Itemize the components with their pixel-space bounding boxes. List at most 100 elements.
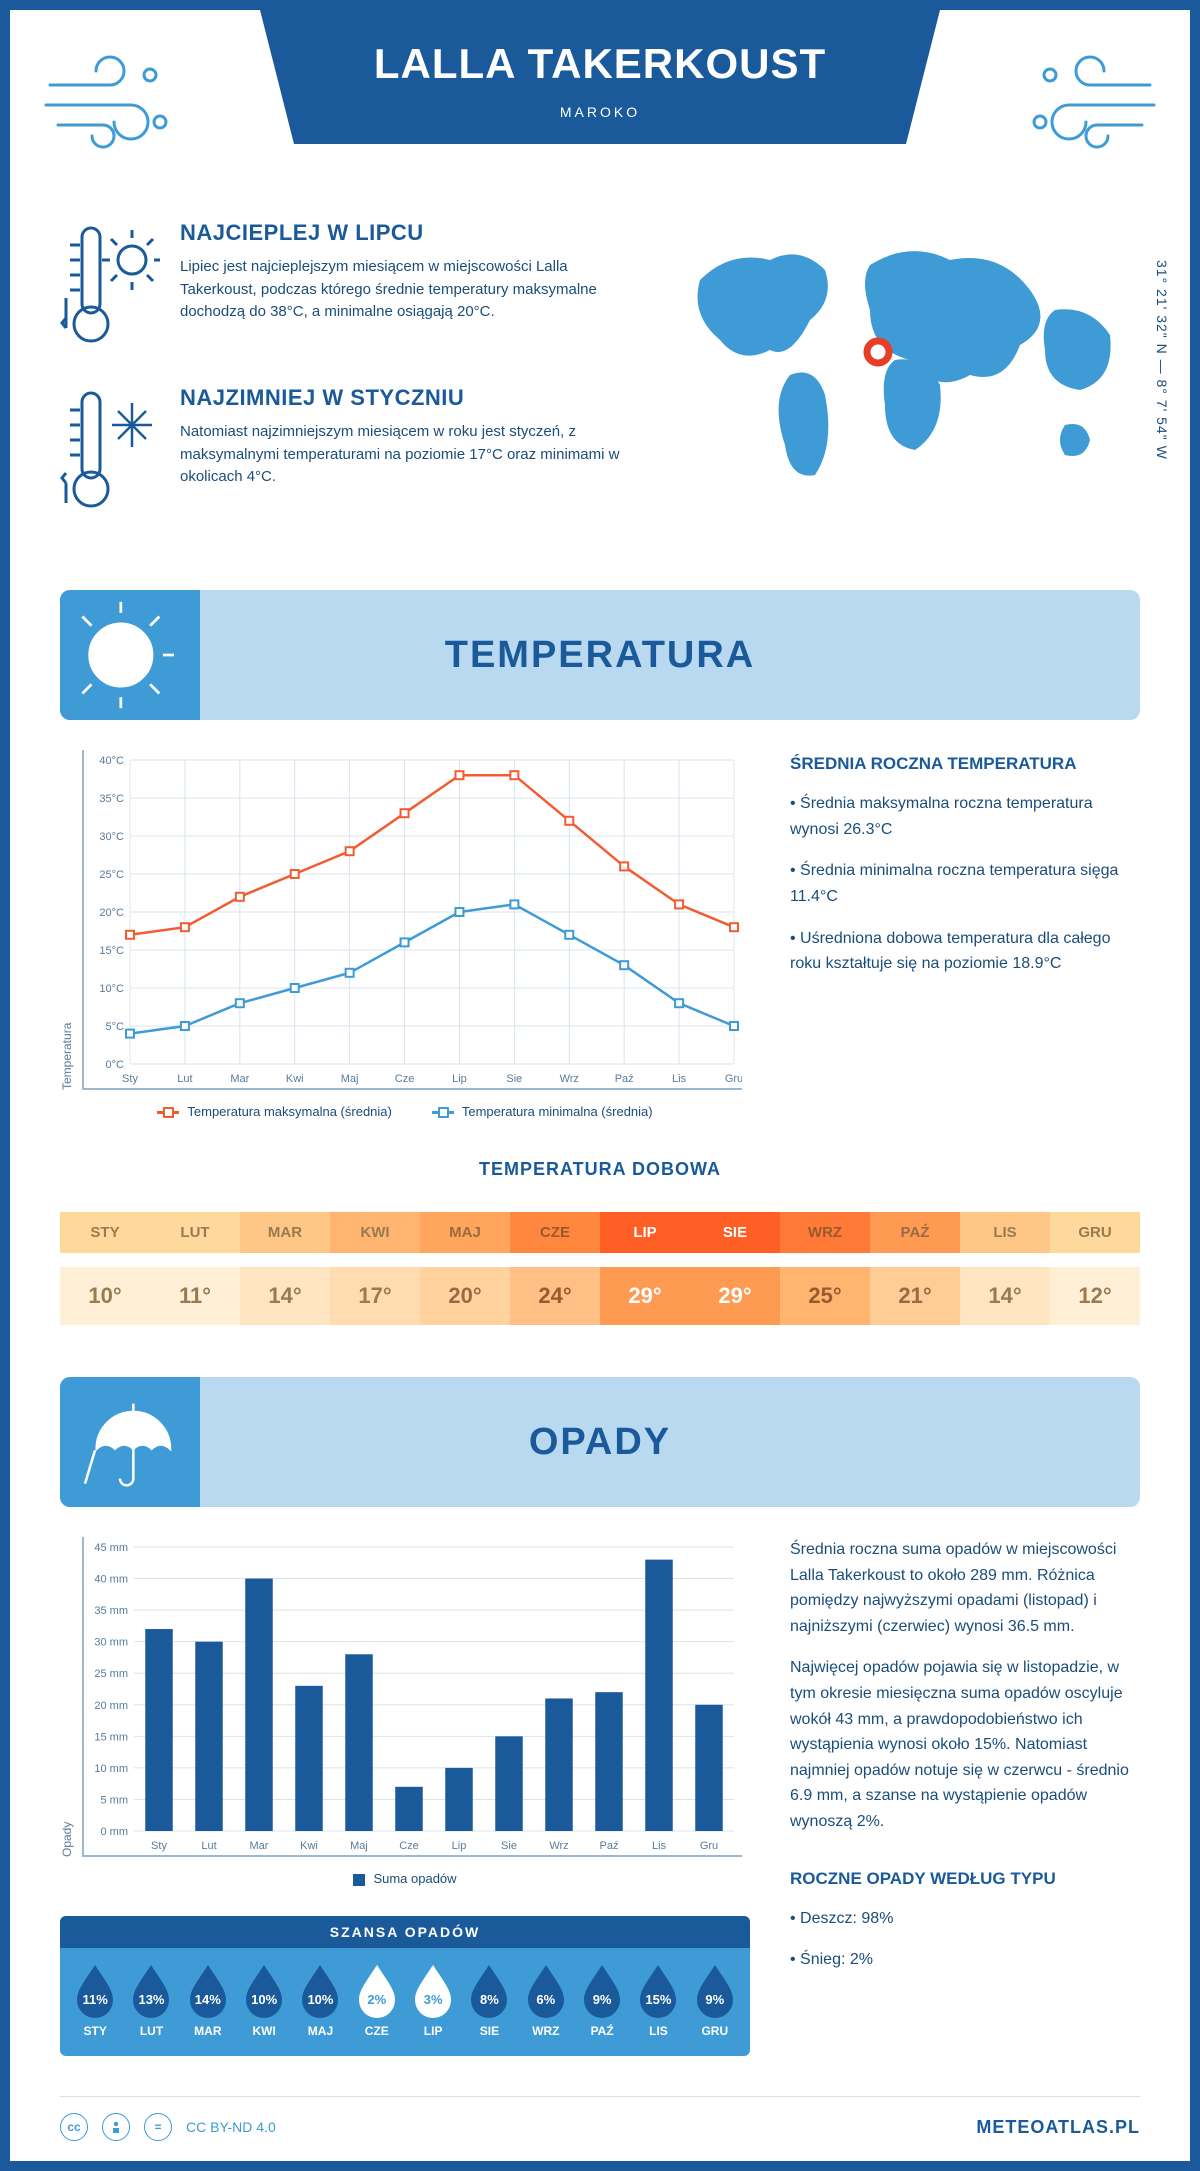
precip-chance-panel: SZANSA OPADÓW 11%STY13%LUT14%MAR10%KWI10… — [60, 1916, 750, 2056]
site-name: METEOATLAS.PL — [976, 2117, 1140, 2138]
svg-text:20°C: 20°C — [99, 907, 124, 919]
precip-chance-heading: SZANSA OPADÓW — [60, 1916, 750, 1948]
daily-temp-cell: CZE24° — [510, 1200, 600, 1337]
precipitation-bar-chart: Opady 0 mm5 mm10 mm15 mm20 mm25 mm30 mm3… — [60, 1537, 750, 2056]
daily-temp-grid: STY10°LUT11°MAR14°KWI17°MAJ20°CZE24°LIP2… — [60, 1200, 1140, 1337]
svg-text:Lut: Lut — [201, 1840, 216, 1852]
chance-cell: 15%LIS — [633, 1962, 683, 2038]
svg-text:20 mm: 20 mm — [94, 1700, 128, 1712]
svg-text:Mar: Mar — [230, 1073, 249, 1085]
page-title: LALLA TAKERKOUST — [280, 40, 920, 88]
svg-text:5 mm: 5 mm — [101, 1794, 129, 1806]
daily-temp-cell: KWI17° — [330, 1200, 420, 1337]
svg-text:Sie: Sie — [506, 1073, 522, 1085]
svg-text:35 mm: 35 mm — [94, 1605, 128, 1617]
chance-cell: 10%KWI — [239, 1962, 289, 2038]
svg-text:Maj: Maj — [341, 1073, 359, 1085]
precipitation-heading: OPADY — [529, 1421, 671, 1464]
chance-cell: 2%CZE — [352, 1962, 402, 2038]
svg-text:25°C: 25°C — [99, 869, 124, 881]
thermo-sun-icon — [60, 220, 160, 355]
page-footer: cc = CC BY-ND 4.0 METEOATLAS.PL — [60, 2096, 1140, 2141]
svg-text:Maj: Maj — [350, 1840, 368, 1852]
svg-text:Mar: Mar — [250, 1840, 269, 1852]
by-icon — [102, 2113, 130, 2141]
svg-text:Wrz: Wrz — [549, 1840, 568, 1852]
legend-max-label: Temperatura maksymalna (średnia) — [187, 1104, 391, 1119]
chance-cell: 8%SIE — [464, 1962, 514, 2038]
legend-min-label: Temperatura minimalna (średnia) — [462, 1104, 653, 1119]
daily-temp-cell: SIE29° — [690, 1200, 780, 1337]
svg-text:Sie: Sie — [501, 1840, 517, 1852]
daily-temp-cell: MAJ20° — [420, 1200, 510, 1337]
temp-bullet: • Średnia minimalna roczna temperatura s… — [790, 858, 1140, 909]
svg-text:Wrz: Wrz — [560, 1073, 579, 1085]
precip-para1: Średnia roczna suma opadów w miejscowośc… — [790, 1537, 1140, 1639]
legend-bar-label: Suma opadów — [373, 1871, 456, 1886]
svg-text:Cze: Cze — [395, 1073, 415, 1085]
svg-text:35°C: 35°C — [99, 793, 124, 805]
svg-text:10 mm: 10 mm — [94, 1763, 128, 1775]
precip-bytype-title: ROCZNE OPADY WEDŁUG TYPU — [790, 1865, 1140, 1892]
umbrella-icon — [60, 1377, 200, 1507]
svg-text:40°C: 40°C — [99, 755, 124, 767]
svg-text:0 mm: 0 mm — [101, 1826, 129, 1838]
svg-text:45 mm: 45 mm — [94, 1542, 128, 1554]
page-subtitle: MAROKO — [280, 104, 920, 120]
cold-month-title: NAJZIMNIEJ W STYCZNIU — [180, 385, 620, 411]
daily-temp-heading: TEMPERATURA DOBOWA — [60, 1159, 1140, 1180]
chance-cell: 11%STY — [70, 1962, 120, 2038]
svg-text:Sty: Sty — [122, 1073, 138, 1085]
precip-yaxis-title: Opady — [60, 1537, 74, 1857]
chance-cell: 3%LIP — [408, 1962, 458, 2038]
svg-text:Lut: Lut — [177, 1073, 192, 1085]
temp-bullet: • Średnia maksymalna roczna temperatura … — [790, 791, 1140, 842]
temperature-line-chart: Temperatura 0°C5°C10°C15°C20°C25°C30°C35… — [60, 750, 750, 1119]
precip-chart-legend: Suma opadów — [60, 1871, 750, 1886]
daily-temp-cell: STY10° — [60, 1200, 150, 1337]
svg-text:Kwi: Kwi — [286, 1073, 304, 1085]
daily-temp-cell: GRU12° — [1050, 1200, 1140, 1337]
temp-bullet: • Uśredniona dobowa temperatura dla całe… — [790, 926, 1140, 977]
precipitation-banner: OPADY — [60, 1377, 1140, 1507]
svg-text:30°C: 30°C — [99, 831, 124, 843]
svg-text:Gru: Gru — [700, 1840, 718, 1852]
hot-month-text: Lipiec jest najcieplejszym miesiącem w m… — [180, 256, 620, 324]
intro-section: NAJCIEPLEJ W LIPCU Lipiec jest najcieple… — [60, 220, 1140, 550]
temperature-banner: TEMPERATURA — [60, 590, 1140, 720]
svg-text:15 mm: 15 mm — [94, 1731, 128, 1743]
chance-cell: 9%GRU — [690, 1962, 740, 2038]
cc-icon: cc — [60, 2113, 88, 2141]
temp-chart-legend: Temperatura maksymalna (średnia) Tempera… — [60, 1104, 750, 1119]
title-ribbon: LALLA TAKERKOUST MAROKO — [260, 10, 940, 144]
coordinates: 31° 21' 32" N — 8° 7' 54" W — [1154, 260, 1170, 460]
daily-temp-cell: LIS14° — [960, 1200, 1050, 1337]
thermo-snow-icon — [60, 385, 160, 520]
precip-para2: Najwięcej opadów pojawia się w listopadz… — [790, 1655, 1140, 1834]
hot-month-title: NAJCIEPLEJ W LIPCU — [180, 220, 620, 246]
svg-text:Lis: Lis — [652, 1840, 667, 1852]
chance-cell: 9%PAŹ — [577, 1962, 627, 2038]
svg-text:5°C: 5°C — [106, 1021, 125, 1033]
daily-temp-cell: LIP29° — [600, 1200, 690, 1337]
sun-icon — [60, 590, 200, 720]
bytype-item: • Śnieg: 2% — [790, 1947, 1140, 1973]
nd-icon: = — [144, 2113, 172, 2141]
daily-temp-cell: WRZ25° — [780, 1200, 870, 1337]
svg-text:Kwi: Kwi — [300, 1840, 318, 1852]
svg-text:Lip: Lip — [452, 1073, 467, 1085]
daily-temp-cell: MAR14° — [240, 1200, 330, 1337]
svg-text:Sty: Sty — [151, 1840, 167, 1852]
daily-temp-cell: LUT11° — [150, 1200, 240, 1337]
chance-cell: 6%WRZ — [521, 1962, 571, 2038]
temp-yaxis-title: Temperatura — [60, 750, 74, 1090]
cold-month-text: Natomiast najzimniejszym miesiącem w rok… — [180, 421, 620, 489]
svg-text:25 mm: 25 mm — [94, 1668, 128, 1680]
svg-text:40 mm: 40 mm — [94, 1574, 128, 1586]
svg-text:Paź: Paź — [615, 1073, 634, 1085]
wind-icon — [40, 50, 180, 160]
world-map: 31° 21' 32" N — 8° 7' 54" W — [660, 220, 1140, 550]
temp-sidebar-title: ŚREDNIA ROCZNA TEMPERATURA — [790, 750, 1140, 777]
daily-temp-cell: PAŹ21° — [870, 1200, 960, 1337]
svg-text:10°C: 10°C — [99, 983, 124, 995]
